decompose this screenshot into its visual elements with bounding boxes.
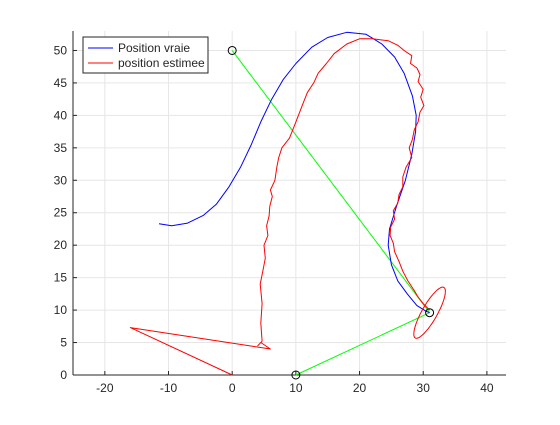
beam-line: [295, 312, 430, 376]
y-tick-label: 35: [54, 141, 68, 155]
y-tick-label: 20: [54, 238, 68, 252]
axes-frame: [72, 31, 506, 376]
beam-line: [231, 50, 430, 313]
y-tick-label: 30: [54, 173, 68, 187]
true-position-line: [158, 31, 430, 314]
x-tick-label: 20: [353, 381, 367, 395]
y-tick-label: 0: [60, 368, 67, 382]
uncertainty-ellipse: [413, 286, 446, 339]
x-tick-label: 0: [229, 381, 236, 395]
x-tick-label: -10: [160, 381, 178, 395]
legend-label: Position vraie: [118, 41, 190, 55]
y-tick-label: 5: [60, 336, 67, 350]
x-tick-label: 10: [289, 381, 303, 395]
y-tick-label: 25: [54, 206, 68, 220]
legend-label: position estimee: [118, 56, 205, 70]
y-tick-label: 15: [54, 271, 68, 285]
y-tick-label: 45: [54, 76, 68, 90]
y-tick-label: 50: [54, 43, 68, 57]
tick-labels: -20 -10 0 10 20 30 40 0 5 10 15 20 25 30 35 40 45 50: [54, 43, 494, 395]
x-tick-label: 30: [417, 381, 431, 395]
x-tick-label: -20: [96, 381, 114, 395]
legend-box: [82, 36, 209, 74]
plot-area: [129, 31, 446, 380]
x-tick-label: 40: [480, 381, 494, 395]
y-tick-label: 40: [54, 108, 68, 122]
estimated-position-line: [129, 38, 430, 376]
beacon-marker: [227, 45, 237, 55]
y-tick-label: 10: [54, 303, 68, 317]
beacon-marker: [291, 370, 301, 380]
beacon-marker: [425, 308, 435, 318]
